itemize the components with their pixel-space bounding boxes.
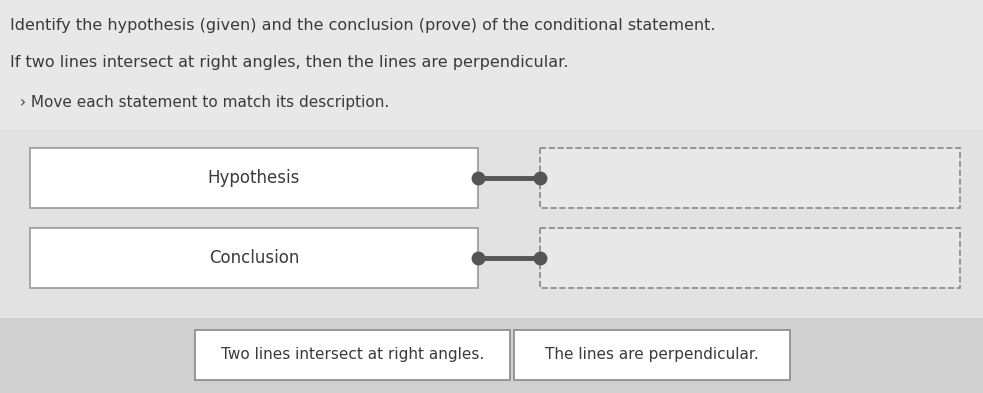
Bar: [0, 318, 983, 393]
Bar: [0, 130, 983, 318]
Text: Hypothesis: Hypothesis: [207, 169, 300, 187]
Bar: [30, 228, 478, 288]
Bar: [30, 148, 478, 208]
Text: Conclusion: Conclusion: [208, 249, 299, 267]
Text: The lines are perpendicular.: The lines are perpendicular.: [546, 347, 759, 362]
Bar: [195, 330, 510, 380]
Text: Two lines intersect at right angles.: Two lines intersect at right angles.: [221, 347, 484, 362]
Text: If two lines intersect at right angles, then the lines are perpendicular.: If two lines intersect at right angles, …: [10, 55, 568, 70]
Text: Identify the hypothesis (given) and the conclusion (prove) of the conditional st: Identify the hypothesis (given) and the …: [10, 18, 716, 33]
Bar: [540, 228, 960, 288]
Text: › Move each statement to match its description.: › Move each statement to match its descr…: [20, 95, 389, 110]
Bar: [540, 148, 960, 208]
Bar: [0, 0, 983, 130]
Bar: [514, 330, 790, 380]
